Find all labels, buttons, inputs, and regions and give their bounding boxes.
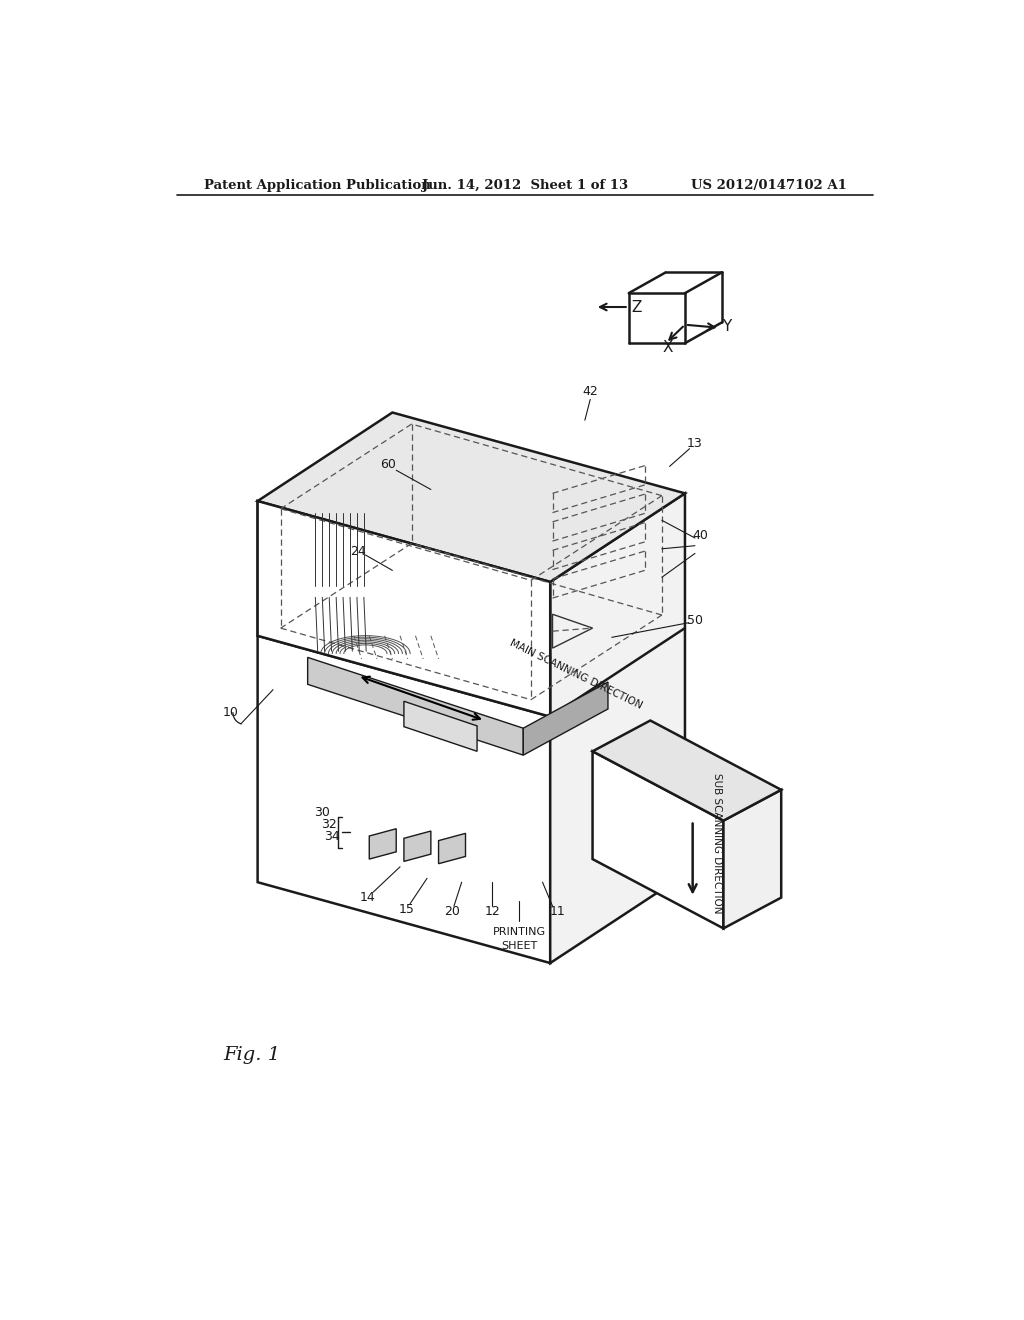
Text: 15: 15: [398, 903, 414, 916]
Text: SUB SCANNING DIRECTION: SUB SCANNING DIRECTION: [712, 774, 722, 913]
Text: Z: Z: [632, 300, 642, 314]
Text: SHEET: SHEET: [502, 941, 538, 950]
Polygon shape: [258, 412, 685, 582]
Polygon shape: [403, 832, 431, 862]
Text: Jun. 14, 2012  Sheet 1 of 13: Jun. 14, 2012 Sheet 1 of 13: [422, 178, 628, 191]
Text: 30: 30: [313, 807, 330, 820]
Polygon shape: [258, 502, 550, 964]
Polygon shape: [258, 502, 550, 717]
Text: 12: 12: [484, 906, 501, 917]
Text: 20: 20: [444, 906, 461, 917]
Polygon shape: [403, 701, 477, 751]
Text: 50: 50: [687, 614, 702, 627]
Text: Y: Y: [722, 318, 731, 334]
Text: Patent Application Publication: Patent Application Publication: [204, 178, 430, 191]
Polygon shape: [370, 829, 396, 859]
Polygon shape: [724, 789, 781, 928]
Text: 14: 14: [359, 891, 376, 904]
Polygon shape: [438, 833, 466, 863]
Text: MAIN SCANNING DIRECTION: MAIN SCANNING DIRECTION: [508, 638, 643, 710]
Polygon shape: [593, 751, 724, 928]
Text: 60: 60: [381, 458, 396, 471]
Text: 32: 32: [322, 818, 337, 832]
Text: 40: 40: [692, 529, 709, 543]
Text: 34: 34: [325, 829, 340, 842]
Text: US 2012/0147102 A1: US 2012/0147102 A1: [691, 178, 847, 191]
Text: 10: 10: [223, 706, 239, 719]
Text: 13: 13: [687, 437, 702, 450]
Polygon shape: [523, 682, 608, 755]
Text: 24: 24: [350, 545, 366, 557]
Text: PRINTING: PRINTING: [493, 927, 546, 937]
Polygon shape: [307, 657, 523, 755]
Text: 11: 11: [550, 906, 566, 917]
Text: Fig. 1: Fig. 1: [223, 1047, 281, 1064]
Text: X: X: [663, 341, 673, 355]
Polygon shape: [550, 494, 685, 964]
Polygon shape: [593, 721, 781, 821]
Text: 42: 42: [583, 385, 598, 399]
